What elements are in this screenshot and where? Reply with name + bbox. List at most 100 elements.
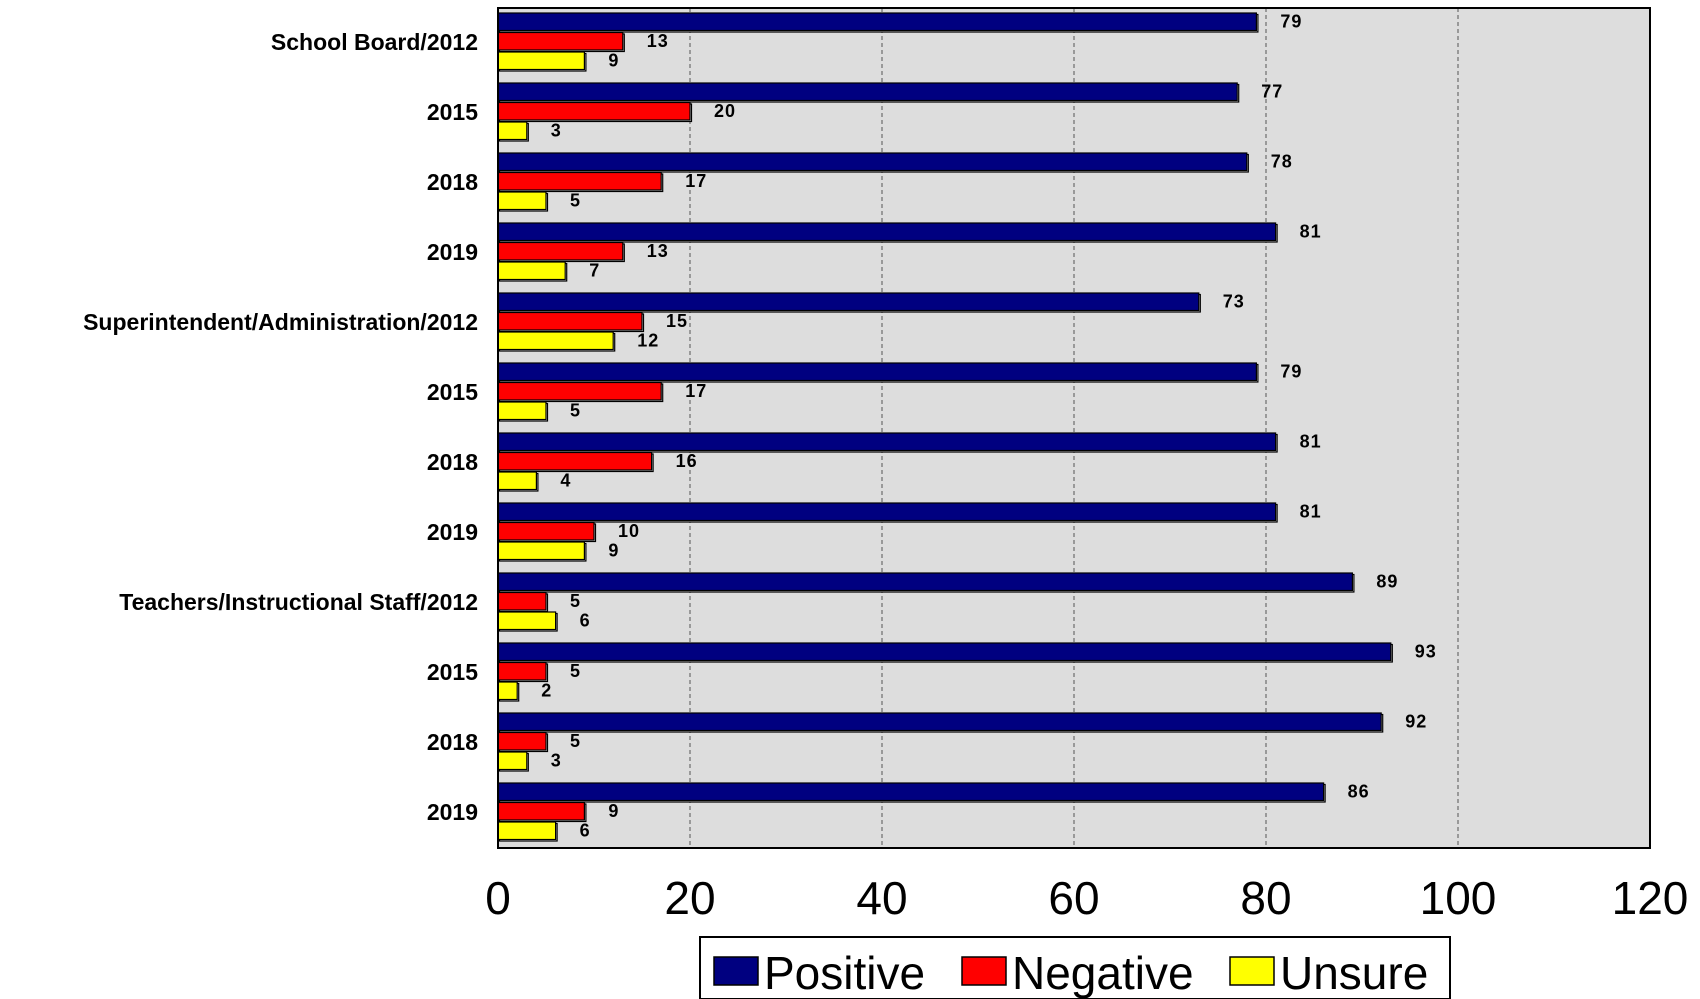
data-label: 6	[580, 611, 591, 631]
data-label: 78	[1271, 152, 1293, 172]
data-label: 4	[560, 471, 571, 491]
data-label: 5	[570, 591, 581, 611]
data-label: 3	[551, 121, 562, 141]
category-label: 2019	[427, 239, 478, 265]
category-labels: School Board/2012 2015 2018 2019 Superintend…	[83, 29, 478, 825]
x-tick-label: 40	[856, 872, 907, 924]
legend-box	[699, 936, 1451, 999]
data-label: 5	[570, 191, 581, 211]
x-tick-labels: 0 20 40 60 80 100 120	[485, 872, 1688, 924]
bar-unsure	[497, 261, 566, 281]
data-label: 5	[570, 661, 581, 681]
category-label: 2018	[427, 449, 478, 475]
x-tick-label: 60	[1048, 872, 1099, 924]
legend-label-positive: Positive	[764, 947, 925, 999]
data-label: 79	[1280, 12, 1302, 32]
data-label: 17	[685, 381, 707, 401]
bar-positive	[497, 12, 1258, 32]
bar-unsure	[497, 401, 547, 421]
bar-positive	[497, 782, 1325, 802]
data-label: 9	[608, 541, 619, 561]
bar-negative	[497, 521, 595, 541]
data-label: 12	[637, 331, 659, 351]
bar-negative	[497, 731, 547, 751]
legend-swatch-negative	[961, 956, 1007, 986]
data-label: 2	[541, 681, 552, 701]
legend-swatch-unsure	[1229, 956, 1275, 986]
category-label: 2018	[427, 729, 478, 755]
bar-positive	[497, 292, 1200, 312]
bar-negative	[497, 591, 547, 611]
bar-unsure	[497, 751, 528, 771]
bar-unsure	[497, 51, 586, 71]
x-tick-label: 0	[485, 872, 511, 924]
data-label: 17	[685, 171, 707, 191]
x-tick-label: 120	[1612, 872, 1689, 924]
data-label: 3	[551, 751, 562, 771]
bar-positive	[497, 82, 1238, 102]
category-label: School Board/2012	[271, 29, 478, 55]
bars	[497, 12, 1393, 842]
data-label: 89	[1376, 572, 1398, 592]
bar-unsure	[497, 331, 614, 351]
data-label: 79	[1280, 362, 1302, 382]
x-tick-label: 80	[1240, 872, 1291, 924]
bar-positive	[497, 362, 1258, 382]
bar-negative	[497, 311, 643, 331]
bar-positive	[497, 432, 1277, 452]
data-label: 81	[1300, 222, 1322, 242]
bar-unsure	[497, 191, 547, 211]
bar-negative	[497, 241, 624, 261]
data-label: 5	[570, 731, 581, 751]
bar-negative	[497, 801, 586, 821]
category-label: Teachers/Instructional Staff/2012	[119, 589, 478, 615]
data-label: 92	[1405, 712, 1427, 732]
data-label: 86	[1348, 782, 1370, 802]
data-label: 9	[608, 51, 619, 71]
legend-label-negative: Negative	[1012, 947, 1194, 999]
category-label: 2015	[427, 659, 478, 685]
data-label: 20	[714, 101, 736, 121]
bar-unsure	[497, 541, 586, 561]
category-label: 2018	[427, 169, 478, 195]
legend: Positive Negative Unsure	[699, 936, 1451, 999]
data-label: 7	[589, 261, 600, 281]
plot-frame	[497, 7, 1651, 849]
bar-unsure	[497, 121, 528, 141]
x-tick-label: 100	[1420, 872, 1497, 924]
category-label: 2015	[427, 379, 478, 405]
bar-negative	[497, 661, 547, 681]
legend-swatch-positive	[713, 956, 759, 986]
bar-negative	[497, 381, 662, 401]
data-label: 93	[1415, 642, 1437, 662]
bar-positive	[497, 712, 1382, 732]
data-labels: 79 13 9 77 20 3 78 17 5 81 13 7 73 15 12 79 17 5 81 16 4 81 10…	[541, 12, 1437, 841]
bar-unsure	[497, 681, 518, 701]
data-label: 16	[676, 451, 698, 471]
data-label: 13	[647, 241, 669, 261]
plot-border	[497, 7, 1651, 849]
bar-negative	[497, 101, 691, 121]
data-label: 13	[647, 31, 669, 51]
category-label: 2019	[427, 799, 478, 825]
gridlines	[689, 8, 1459, 848]
bar-positive	[497, 222, 1277, 242]
x-tick-label: 20	[664, 872, 715, 924]
bar-unsure	[497, 611, 557, 631]
data-label: 81	[1300, 502, 1322, 522]
data-label: 15	[666, 311, 688, 331]
data-label: 81	[1300, 432, 1322, 452]
bar-unsure	[497, 471, 538, 491]
data-label: 73	[1223, 292, 1245, 312]
bar-positive	[497, 502, 1277, 522]
category-label: 2015	[427, 99, 478, 125]
bar-positive	[497, 642, 1392, 662]
bar-negative	[497, 31, 624, 51]
data-label: 5	[570, 401, 581, 421]
data-label: 10	[618, 521, 640, 541]
bar-negative	[497, 171, 662, 191]
bar-negative	[497, 451, 653, 471]
bar-positive	[497, 152, 1248, 172]
data-label: 6	[580, 821, 591, 841]
